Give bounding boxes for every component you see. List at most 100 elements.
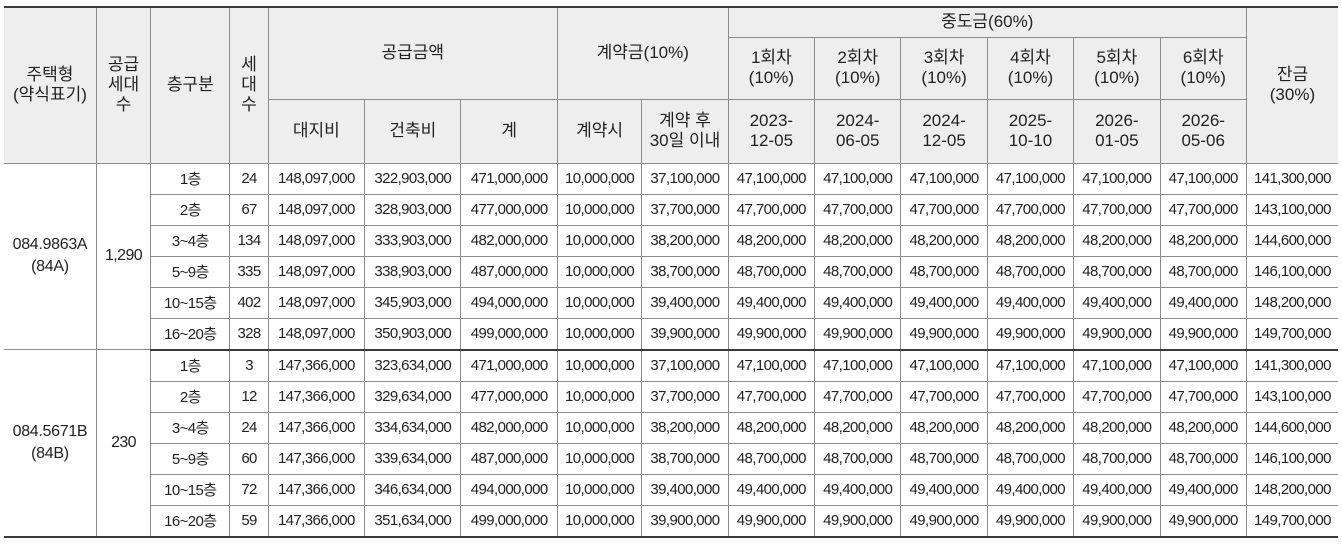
- header-interim-round-6: 6회차 (10%): [1159, 36, 1247, 100]
- header-interim-date-1: 2023- 12-05: [727, 98, 816, 164]
- contract-30d-cell: 37,100,000: [641, 162, 729, 195]
- building-cost-cell: 339,634,000: [364, 442, 462, 475]
- building-cost-cell: 346,634,000: [364, 473, 462, 506]
- interim-round-3-cell: 48,700,000: [900, 442, 988, 475]
- interim-round-3-cell: 49,400,000: [900, 473, 988, 506]
- floor-cell: 16~20층: [150, 317, 231, 351]
- interim-round-4-cell: 48,700,000: [986, 442, 1075, 475]
- building-cost-cell: 323,634,000: [364, 349, 462, 382]
- land-cost-cell: 148,097,000: [267, 255, 366, 288]
- interim-round-5-cell: 48,700,000: [1073, 442, 1161, 475]
- total-cell: 499,000,000: [460, 504, 558, 538]
- interim-round-2-cell: 47,100,000: [814, 349, 902, 382]
- interim-round-1-cell: 49,900,000: [727, 504, 816, 538]
- interim-round-6-cell: 47,100,000: [1159, 349, 1247, 382]
- interim-round-2-cell: 48,700,000: [814, 442, 902, 475]
- table-row: 3~4층 24 147,366,000 334,634,000 482,000,000 1…: [4, 411, 1338, 444]
- households-cell: 24: [229, 162, 269, 195]
- contract-30d-cell: 37,700,000: [641, 193, 729, 226]
- interim-round-2-cell: 47,100,000: [814, 162, 902, 195]
- interim-round-1-cell: 49,400,000: [727, 473, 816, 506]
- interim-round-6-cell: 47,700,000: [1159, 380, 1247, 413]
- interim-round-2-cell: 48,200,000: [814, 224, 902, 257]
- contract-at-cell: 10,000,000: [556, 224, 643, 257]
- header-supply-price: 공급금액: [267, 7, 558, 100]
- table-body: 084.9863A (84A) 1,290 1층 24 148,097,000 322,90…: [4, 162, 1338, 538]
- header-interim-date-2: 2024- 06-05: [814, 98, 902, 164]
- interim-round-3-cell: 48,700,000: [900, 255, 988, 288]
- households-cell: 3: [229, 349, 269, 382]
- balance-cell: 146,100,000: [1245, 442, 1338, 475]
- balance-cell: 141,300,000: [1245, 162, 1338, 195]
- floor-cell: 5~9층: [150, 255, 231, 288]
- interim-round-3-cell: 47,100,000: [900, 349, 988, 382]
- floor-cell: 10~15층: [150, 473, 231, 506]
- interim-round-2-cell: 49,900,000: [814, 317, 902, 351]
- land-cost-cell: 148,097,000: [267, 317, 366, 351]
- interim-round-1-cell: 49,400,000: [727, 286, 816, 319]
- building-cost-cell: 345,903,000: [364, 286, 462, 319]
- floor-cell: 3~4층: [150, 224, 231, 257]
- land-cost-cell: 148,097,000: [267, 162, 366, 195]
- header-interim-date-4: 2025- 10-10: [986, 98, 1075, 164]
- interim-round-2-cell: 47,700,000: [814, 193, 902, 226]
- total-cell: 487,000,000: [460, 255, 558, 288]
- floor-cell: 3~4층: [150, 411, 231, 444]
- total-cell: 477,000,000: [460, 193, 558, 226]
- header-land-cost: 대지비: [268, 98, 366, 164]
- interim-round-5-cell: 48,200,000: [1073, 411, 1161, 444]
- interim-round-1-cell: 48,700,000: [727, 255, 816, 288]
- interim-round-6-cell: 47,700,000: [1159, 193, 1247, 226]
- interim-round-1-cell: 49,900,000: [727, 317, 816, 351]
- interim-round-3-cell: 48,200,000: [900, 224, 988, 257]
- interim-round-3-cell: 49,900,000: [900, 504, 988, 538]
- interim-round-5-cell: 49,900,000: [1073, 504, 1161, 538]
- header-balance: 잔금 (30%): [1245, 7, 1338, 164]
- interim-round-3-cell: 48,200,000: [900, 411, 988, 444]
- balance-cell: 144,600,000: [1245, 224, 1338, 257]
- header-floor-group: 층구분: [150, 7, 231, 164]
- land-cost-cell: 148,097,000: [267, 286, 366, 319]
- contract-30d-cell: 38,200,000: [641, 411, 729, 444]
- contract-30d-cell: 37,100,000: [641, 349, 729, 382]
- balance-cell: 148,200,000: [1245, 286, 1338, 319]
- table-row: 2층 12 147,366,000 329,634,000 477,000,000 10,…: [4, 380, 1338, 413]
- building-cost-cell: 322,903,000: [364, 162, 462, 195]
- table-row: 2층 67 148,097,000 328,903,000 477,000,000 10,…: [4, 193, 1338, 226]
- total-cell: 494,000,000: [460, 286, 558, 319]
- total-cell: 482,000,000: [460, 411, 558, 444]
- building-cost-cell: 350,903,000: [364, 317, 462, 351]
- interim-round-1-cell: 48,200,000: [727, 224, 816, 257]
- interim-round-5-cell: 48,700,000: [1073, 255, 1161, 288]
- header-interim-date-3: 2024- 12-05: [900, 98, 988, 164]
- contract-30d-cell: 38,700,000: [641, 442, 729, 475]
- interim-round-6-cell: 48,200,000: [1159, 411, 1247, 444]
- households-cell: 60: [229, 442, 269, 475]
- total-cell: 499,000,000: [460, 317, 558, 351]
- contract-at-cell: 10,000,000: [556, 255, 643, 288]
- land-cost-cell: 148,097,000: [267, 193, 366, 226]
- header-interim-round-1: 1회차 (10%): [728, 36, 816, 100]
- contract-at-cell: 10,000,000: [556, 162, 643, 195]
- interim-round-4-cell: 49,400,000: [986, 286, 1075, 319]
- table-row: 084.5671B (84B) 230 1층 3 147,366,000 323,634,0…: [4, 349, 1338, 537]
- contract-30d-cell: 39,400,000: [641, 286, 729, 319]
- interim-round-3-cell: 47,100,000: [900, 162, 988, 195]
- contract-at-cell: 10,000,000: [556, 504, 643, 538]
- interim-round-1-cell: 47,700,000: [727, 193, 816, 226]
- housing-type-cell: 084.9863A (84A): [4, 162, 97, 350]
- interim-round-5-cell: 47,100,000: [1073, 162, 1161, 195]
- header-contract-at: 계약시: [556, 98, 643, 164]
- interim-round-4-cell: 49,400,000: [986, 473, 1075, 506]
- balance-cell: 148,200,000: [1245, 473, 1338, 506]
- floor-cell: 10~15층: [150, 286, 231, 319]
- interim-round-5-cell: 48,200,000: [1073, 224, 1161, 257]
- interim-round-4-cell: 47,100,000: [986, 162, 1075, 195]
- total-cell: 471,000,000: [460, 162, 558, 195]
- interim-round-4-cell: 48,200,000: [986, 411, 1075, 444]
- supply-units-cell: 1,290: [95, 162, 152, 350]
- building-cost-cell: 329,634,000: [364, 380, 462, 413]
- land-cost-cell: 147,366,000: [267, 442, 366, 475]
- contract-at-cell: 10,000,000: [556, 473, 643, 506]
